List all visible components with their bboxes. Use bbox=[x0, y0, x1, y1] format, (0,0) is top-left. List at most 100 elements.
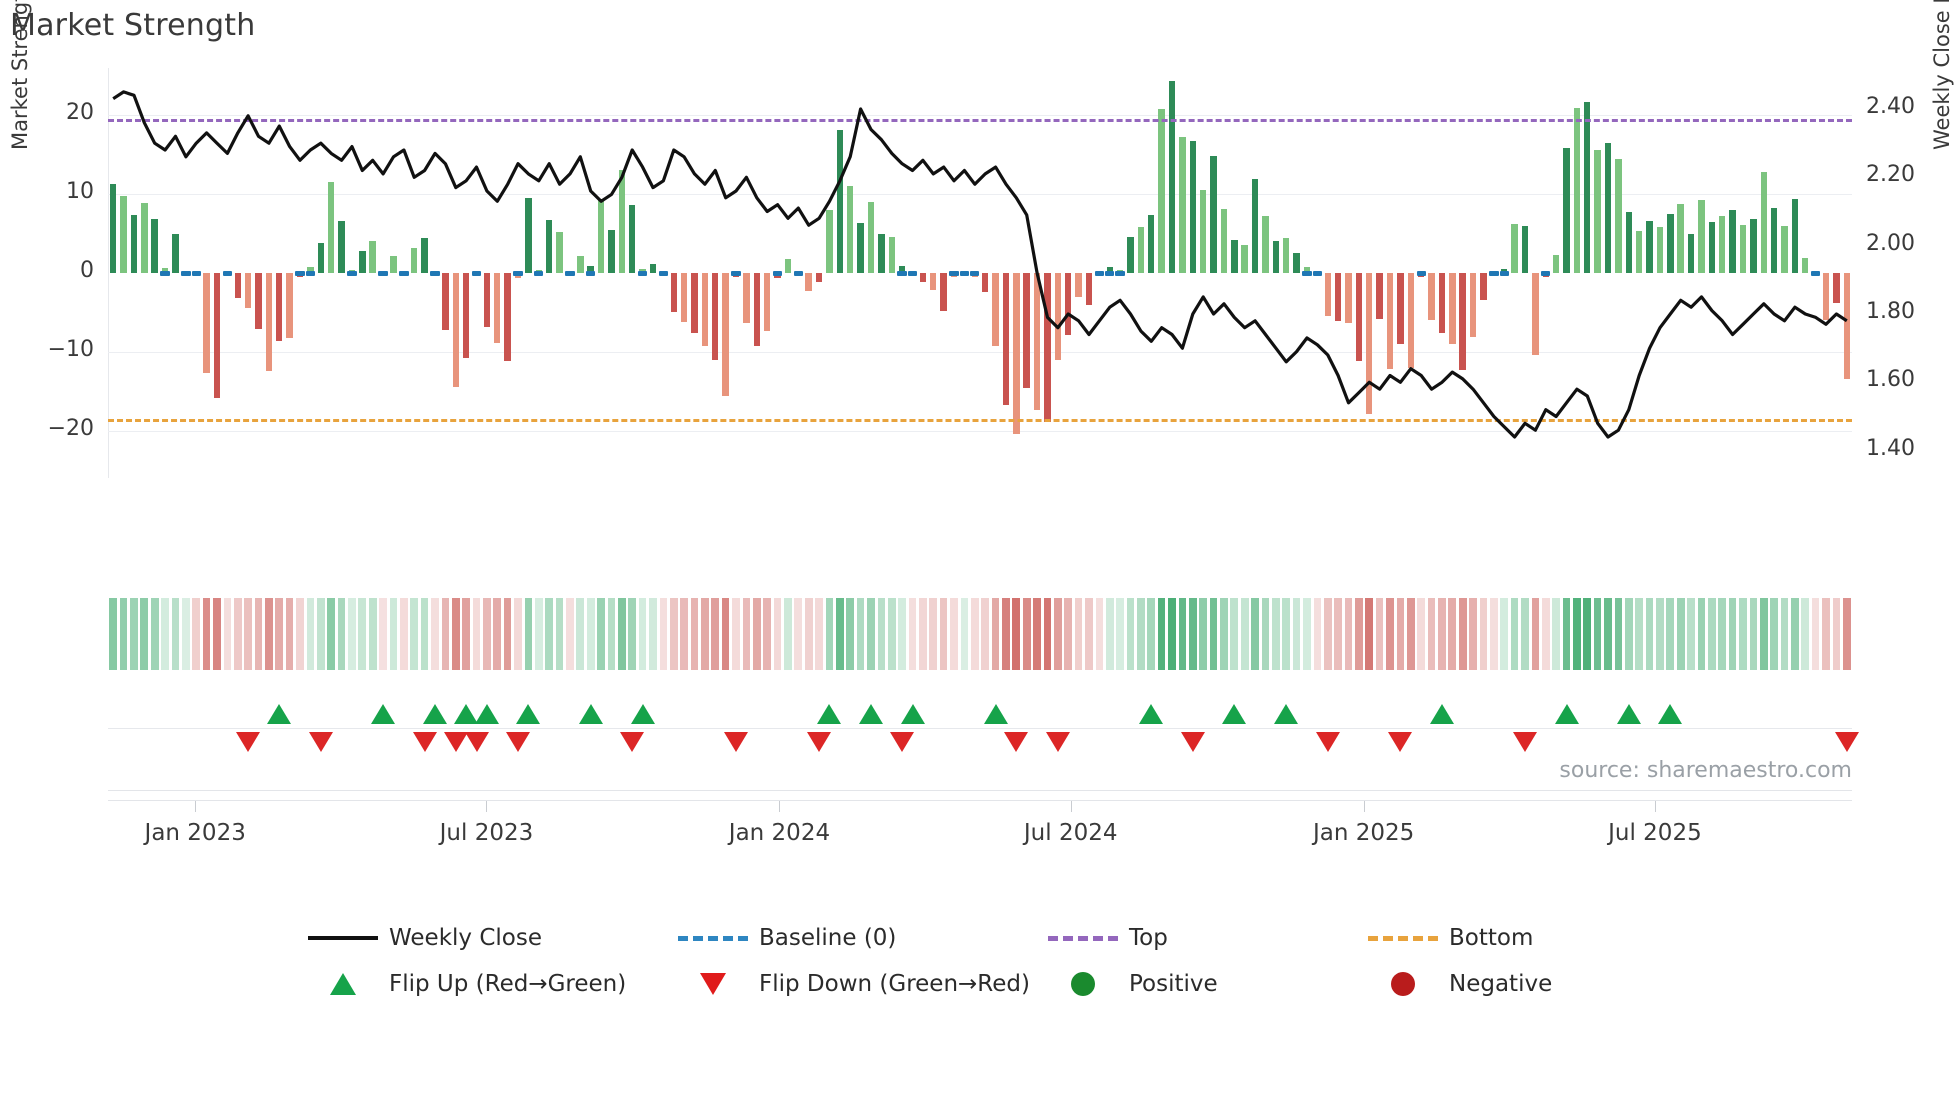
y-tick-right: 1.80 bbox=[1866, 299, 1915, 324]
strength-bar bbox=[1272, 240, 1280, 273]
strength-bar bbox=[504, 273, 511, 362]
source-label: source: sharemaestro.com bbox=[1559, 758, 1852, 783]
strength-bar bbox=[1137, 227, 1145, 273]
heatmap-cell bbox=[1188, 598, 1197, 670]
strength-bar bbox=[629, 205, 636, 273]
heatmap-cell bbox=[171, 598, 180, 670]
strength-bar bbox=[1002, 273, 1010, 405]
heatmap-cell bbox=[1697, 598, 1706, 670]
baseline-marker bbox=[949, 271, 959, 276]
flip-down-icon bbox=[1045, 732, 1070, 752]
bottom-reference-line bbox=[108, 418, 1852, 422]
legend-item[interactable]: Baseline (0) bbox=[675, 918, 1045, 958]
heatmap-cell bbox=[1458, 598, 1467, 670]
heatmap-cell bbox=[400, 598, 408, 670]
heatmap-cell bbox=[192, 598, 201, 670]
heatmap-cell bbox=[213, 598, 221, 670]
heatmap-cell bbox=[1147, 598, 1156, 670]
strength-bar bbox=[1604, 142, 1612, 273]
heatmap-cell bbox=[929, 598, 938, 670]
legend-dashed-line-icon bbox=[678, 935, 748, 941]
baseline-marker bbox=[1541, 271, 1551, 276]
strength-bar bbox=[857, 223, 864, 273]
legend-item[interactable]: Top bbox=[1045, 918, 1365, 958]
flip-down-icon bbox=[506, 732, 531, 752]
strength-bar bbox=[836, 129, 844, 273]
legend-item-label: Baseline (0) bbox=[759, 925, 897, 951]
baseline-marker bbox=[586, 271, 596, 276]
baseline-marker bbox=[1105, 271, 1115, 276]
strength-bar bbox=[1791, 198, 1799, 273]
strength-bar bbox=[1407, 273, 1414, 369]
strength-bar bbox=[1781, 226, 1788, 273]
heatmap-cell bbox=[1074, 598, 1083, 670]
strength-bar bbox=[151, 218, 158, 273]
strength-bar bbox=[1449, 273, 1456, 344]
legend-item[interactable]: Flip Up (Red→Green) bbox=[305, 964, 675, 1004]
heatmap-cell bbox=[1708, 598, 1716, 670]
strength-bar bbox=[213, 273, 221, 399]
baseline-marker bbox=[181, 271, 191, 276]
legend-item[interactable]: Positive bbox=[1045, 964, 1365, 1004]
strength-bar bbox=[680, 273, 688, 322]
heatmap-cell bbox=[1562, 598, 1571, 670]
heatmap-cell bbox=[503, 598, 512, 670]
strength-bar bbox=[1168, 80, 1176, 273]
heatmap-cell bbox=[1022, 598, 1031, 670]
legend-item[interactable]: Negative bbox=[1365, 964, 1655, 1004]
strength-bar bbox=[1345, 273, 1352, 323]
strength-bar bbox=[691, 273, 698, 333]
y-axis-left-label: Market Strength bbox=[8, 0, 32, 150]
heatmap-cell bbox=[846, 598, 855, 670]
strength-bar bbox=[338, 220, 345, 273]
heatmap-cell bbox=[109, 598, 118, 670]
legend-item[interactable]: Flip Down (Green→Red) bbox=[675, 964, 1045, 1004]
heatmap-cell bbox=[1490, 598, 1498, 670]
flip-up-icon bbox=[474, 704, 499, 724]
strength-bar bbox=[483, 273, 491, 327]
heatmap-cell bbox=[877, 598, 886, 670]
heatmap-cell bbox=[1573, 598, 1581, 670]
strength-bar bbox=[1822, 273, 1830, 321]
legend-item[interactable]: Bottom bbox=[1365, 918, 1655, 958]
strength-bar bbox=[442, 273, 449, 330]
heatmap-cell bbox=[732, 598, 740, 670]
strength-bar bbox=[120, 195, 127, 273]
strength-bar bbox=[1532, 273, 1539, 355]
strength-bar bbox=[1739, 224, 1747, 273]
strength-bar bbox=[1635, 231, 1643, 273]
strength-bar bbox=[784, 258, 792, 273]
flip-down-icon bbox=[1004, 732, 1029, 752]
strength-bar bbox=[919, 273, 927, 283]
baseline-marker bbox=[772, 271, 783, 276]
strength-bar bbox=[1283, 237, 1290, 273]
heatmap-cell bbox=[1417, 598, 1426, 670]
heatmap-cell bbox=[514, 598, 522, 670]
heatmap-cell bbox=[545, 598, 554, 670]
heatmap-cell bbox=[1396, 598, 1405, 670]
heatmap-cell bbox=[1334, 598, 1342, 670]
heatmap-cell bbox=[337, 598, 346, 670]
y-tick-right: 1.60 bbox=[1866, 367, 1915, 393]
strength-bar bbox=[359, 250, 366, 273]
strength-bar bbox=[1013, 273, 1020, 434]
strength-bar bbox=[1469, 273, 1477, 337]
heatmap-cell bbox=[368, 598, 377, 670]
strength-bar bbox=[1750, 219, 1757, 273]
heatmap-cell bbox=[275, 598, 284, 670]
strength-bar bbox=[618, 169, 626, 273]
y-tick-right: 2.20 bbox=[1866, 162, 1915, 188]
strength-bar bbox=[411, 247, 418, 273]
flip-up-icon bbox=[423, 704, 447, 724]
baseline-marker bbox=[399, 271, 409, 276]
heatmap-cell bbox=[1240, 598, 1249, 670]
legend-item[interactable]: Weekly Close bbox=[305, 918, 675, 958]
strength-bar bbox=[867, 202, 875, 273]
heatmap-cell bbox=[586, 598, 595, 670]
heatmap-cell bbox=[825, 598, 834, 670]
heatmap-cell bbox=[493, 598, 502, 670]
heatmap-cell bbox=[1386, 598, 1394, 670]
strength-bar bbox=[1220, 209, 1228, 273]
heatmap-cell bbox=[119, 598, 128, 670]
